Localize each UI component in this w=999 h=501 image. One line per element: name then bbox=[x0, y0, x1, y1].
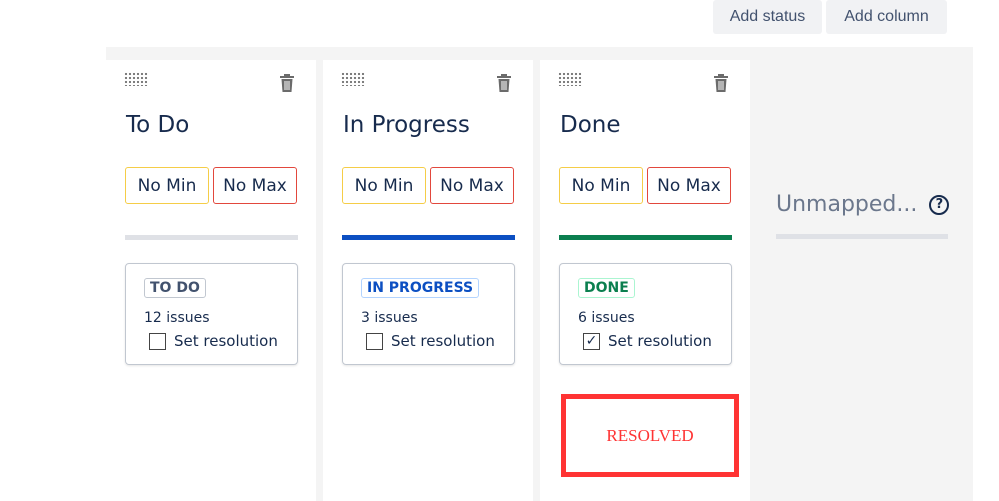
column-category-bar bbox=[125, 235, 298, 240]
add-status-button[interactable]: Add status bbox=[713, 0, 822, 34]
help-icon[interactable]: ? bbox=[929, 194, 950, 215]
column-title[interactable]: In Progress bbox=[343, 112, 470, 138]
resolved-annotation: RESOLVED bbox=[561, 394, 739, 477]
issue-count: 12 issues bbox=[144, 310, 210, 326]
set-resolution-checkbox[interactable]: Set resolution bbox=[366, 332, 495, 350]
max-limit-button[interactable]: No Max bbox=[647, 167, 731, 204]
set-resolution-label: Set resolution bbox=[174, 332, 278, 350]
column-title[interactable]: To Do bbox=[126, 112, 190, 138]
drag-handle-icon[interactable] bbox=[124, 72, 148, 86]
checkbox-icon[interactable]: ✓ bbox=[583, 332, 600, 350]
checkbox-icon[interactable] bbox=[149, 332, 166, 350]
status-lozenge: IN PROGRESS bbox=[361, 278, 480, 298]
checkbox-icon[interactable] bbox=[366, 332, 383, 350]
min-limit-button[interactable]: No Min bbox=[559, 167, 643, 204]
board: To Do No Min No Max TO DO 12 issues Set … bbox=[106, 47, 973, 501]
column-in-progress: In Progress No Min No Max IN PROGRESS 3 … bbox=[323, 60, 533, 501]
status-lozenge: DONE bbox=[578, 278, 635, 298]
min-limit-button[interactable]: No Min bbox=[125, 167, 209, 204]
status-card[interactable]: DONE 6 issues ✓ Set resolution bbox=[559, 263, 732, 365]
column-category-bar bbox=[342, 235, 515, 240]
column-to-do: To Do No Min No Max TO DO 12 issues Set … bbox=[106, 60, 316, 501]
add-column-button[interactable]: Add column bbox=[826, 0, 947, 34]
column-title[interactable]: Done bbox=[560, 112, 621, 138]
set-resolution-label: Set resolution bbox=[608, 332, 712, 350]
set-resolution-checkbox[interactable]: Set resolution bbox=[149, 332, 278, 350]
unmapped-label: Unmapped... bbox=[776, 192, 918, 217]
trash-icon[interactable] bbox=[713, 73, 729, 93]
trash-icon[interactable] bbox=[496, 73, 512, 93]
unmapped-column-header: Unmapped... ? bbox=[776, 192, 950, 217]
column-category-bar bbox=[559, 235, 732, 240]
max-limit-button[interactable]: No Max bbox=[213, 167, 297, 204]
unmapped-bar bbox=[776, 234, 948, 239]
max-limit-button[interactable]: No Max bbox=[430, 167, 514, 204]
set-resolution-checkbox[interactable]: ✓ Set resolution bbox=[583, 332, 712, 350]
issue-count: 6 issues bbox=[578, 310, 635, 326]
trash-icon[interactable] bbox=[279, 73, 295, 93]
min-limit-button[interactable]: No Min bbox=[342, 167, 426, 204]
drag-handle-icon[interactable] bbox=[341, 72, 365, 86]
drag-handle-icon[interactable] bbox=[558, 72, 582, 86]
status-card[interactable]: TO DO 12 issues Set resolution bbox=[125, 263, 298, 365]
status-lozenge: TO DO bbox=[144, 278, 206, 298]
issue-count: 3 issues bbox=[361, 310, 418, 326]
status-card[interactable]: IN PROGRESS 3 issues Set resolution bbox=[342, 263, 515, 365]
set-resolution-label: Set resolution bbox=[391, 332, 495, 350]
